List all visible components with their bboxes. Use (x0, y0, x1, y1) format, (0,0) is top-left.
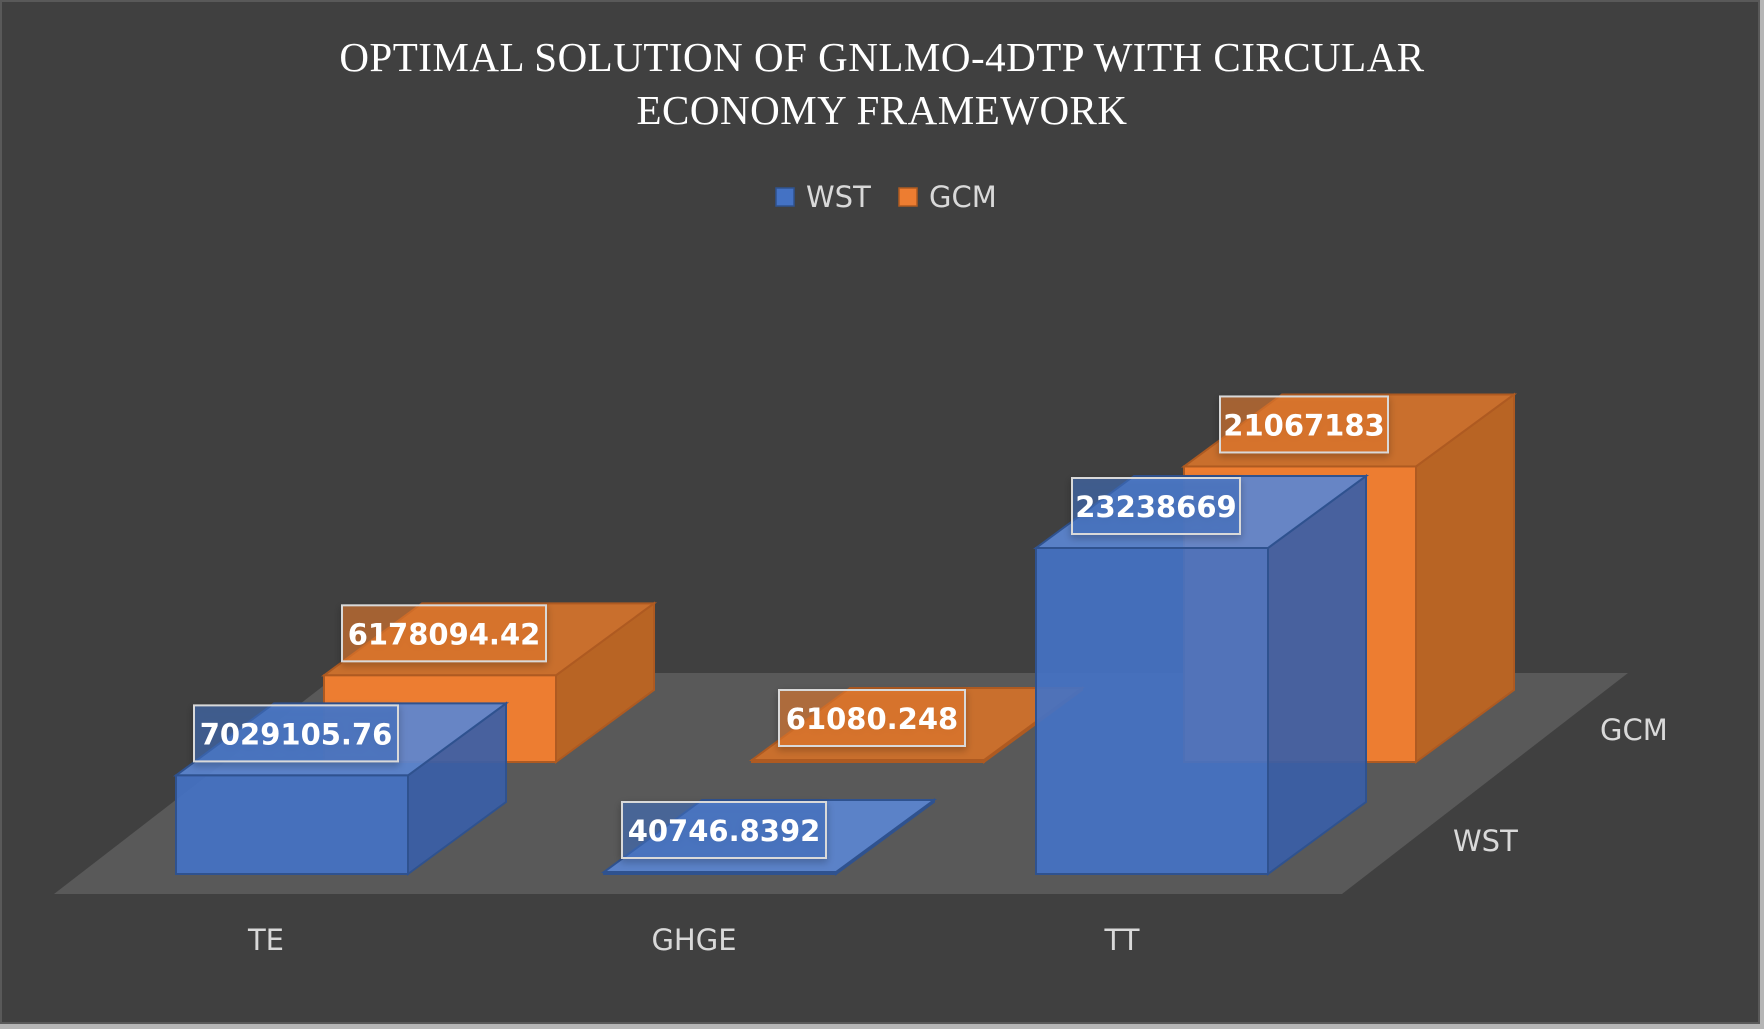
data-label-text-wst-ghge: 40746.8392 (628, 814, 821, 848)
category-label-ghge: GHGE (651, 923, 736, 957)
chart-title-line-2: ECONOMY FRAMEWORK (636, 87, 1127, 133)
data-label-text-gcm-te: 6178094.42 (348, 617, 541, 651)
bar-front-gcm-ghge (751, 759, 985, 763)
legend-label-gcm: GCM (929, 180, 997, 214)
data-label-gcm-te: 6178094.42 (341, 604, 547, 663)
data-label-box-gcm-te (341, 604, 547, 663)
data-label-gcm-tt: 21067183 (1219, 395, 1389, 454)
bar-wst-tt (1032, 474, 1370, 876)
legend: WST GCM (775, 180, 997, 214)
bars-group: 6178094.42 61080.248 21067183 7029105.76 407… (172, 392, 1518, 876)
data-label-wst-ghge: 40746.8392 (621, 801, 827, 859)
data-label-text-gcm-tt: 21067183 (1223, 408, 1384, 442)
data-label-box-wst-te (193, 704, 399, 763)
data-label-text-wst-te: 7029105.76 (200, 717, 393, 751)
depth-label-wst: WST (1453, 824, 1518, 858)
data-label-text-wst-tt: 23238669 (1075, 490, 1236, 524)
bar-front-wst-te (175, 774, 409, 876)
bar-front-wst-tt (1035, 547, 1269, 875)
data-label-gcm-ghge: 61080.248 (778, 689, 966, 747)
data-label-text-gcm-ghge: 61080.248 (786, 702, 958, 736)
legend-swatch-gcm (898, 187, 918, 207)
data-label-wst-tt: 23238669 (1071, 477, 1241, 535)
data-label-box-wst-tt (1071, 477, 1241, 535)
legend-swatch-wst (775, 187, 795, 207)
category-label-te: TE (247, 923, 284, 957)
data-label-box-wst-ghge (621, 801, 827, 859)
chart-title-line-1: OPTIMAL SOLUTION OF GNLMO-4DTP WITH CIRC… (339, 34, 1424, 80)
legend-label-wst: WST (806, 180, 871, 214)
data-label-box-gcm-tt (1219, 395, 1389, 454)
category-label-tt: TT (1104, 923, 1140, 957)
data-label-wst-te: 7029105.76 (193, 704, 399, 763)
bar-front-wst-ghge (603, 871, 837, 875)
depth-label-gcm: GCM (1600, 713, 1668, 747)
data-label-box-gcm-ghge (778, 689, 966, 747)
